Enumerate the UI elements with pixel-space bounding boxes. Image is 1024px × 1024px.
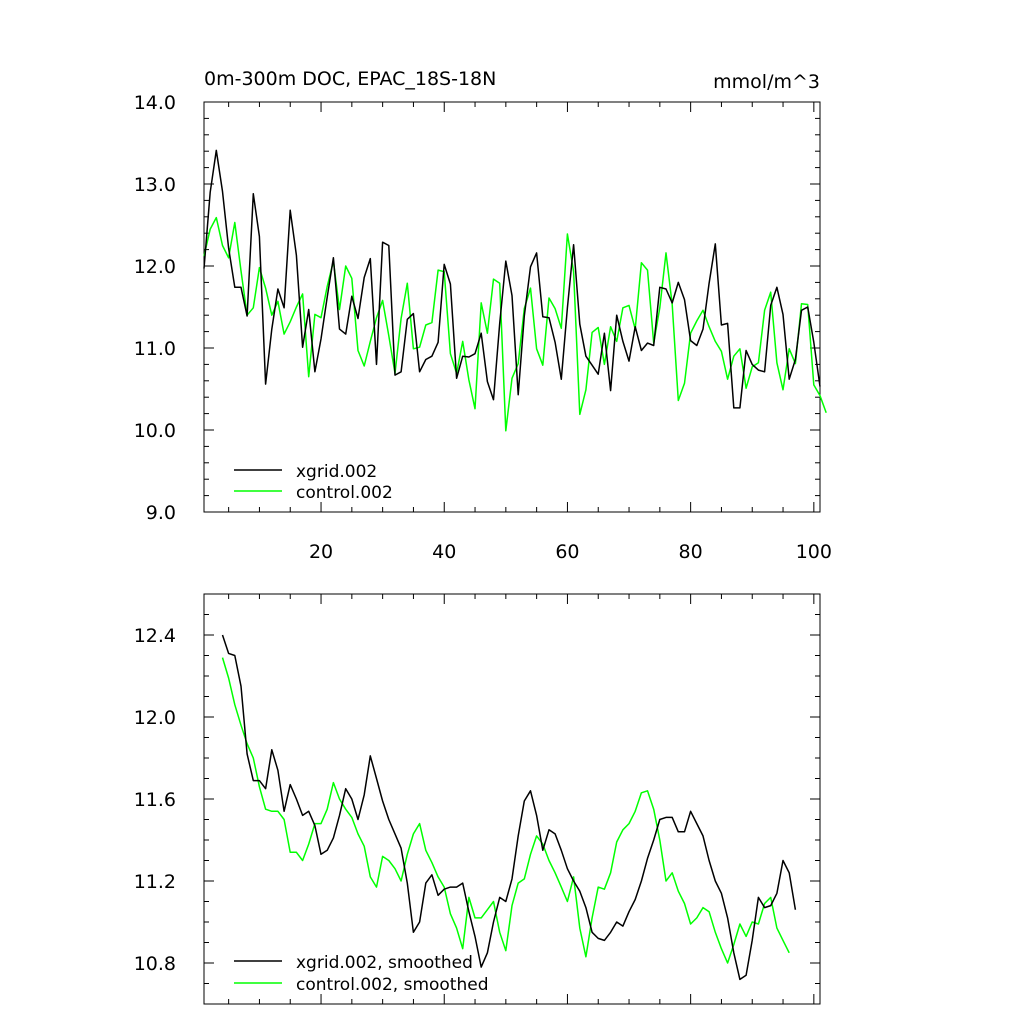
ticks-bottom: 10.8 11.2 11.6 12.0 12.4 bbox=[134, 593, 820, 1005]
y-tick-label: 10.0 bbox=[134, 420, 176, 442]
units-label: mmol/m^3 bbox=[713, 71, 820, 93]
y-tick-label: 12.4 bbox=[134, 625, 176, 647]
y-tick-label: 14.0 bbox=[134, 92, 176, 114]
x-tick-label: 100 bbox=[796, 541, 832, 563]
y-tick-label: 10.8 bbox=[134, 953, 176, 975]
y-tick-label: 11.6 bbox=[134, 789, 176, 811]
series-line-xgrid-002-smoothed bbox=[221, 634, 797, 981]
legend-label-xgrid: xgrid.002 bbox=[296, 462, 377, 482]
legend-label-control: control.002 bbox=[296, 483, 393, 503]
y-tick-label: 12.0 bbox=[134, 707, 176, 729]
y-tick-label: 12.0 bbox=[134, 256, 176, 278]
series-top bbox=[203, 149, 827, 432]
legend-bottom: xgrid.002, smoothed control.002, smoothe… bbox=[234, 953, 489, 995]
series-bottom bbox=[221, 634, 797, 981]
x-tick-label: 20 bbox=[309, 541, 333, 563]
x-tick-label: 60 bbox=[555, 541, 579, 563]
y-tick-label: 13.0 bbox=[134, 174, 176, 196]
series-line-control-002 bbox=[203, 216, 827, 432]
legend-label-xgrid-smoothed: xgrid.002, smoothed bbox=[296, 953, 473, 973]
y-tick-label: 9.0 bbox=[146, 502, 176, 524]
panel-top: 0m-300m DOC, EPAC_18S-18N mmol/m^3 9.0 10… bbox=[134, 68, 832, 563]
x-tick-label: 80 bbox=[679, 541, 703, 563]
series-line-control-002-smoothed bbox=[221, 657, 790, 964]
ticks-top: 9.0 10.0 11.0 12.0 13.0 14.0 20 40 60 80 100 bbox=[134, 92, 832, 563]
panel-bottom: 10.8 11.2 11.6 12.0 12.4 xgrid.002, smoothed… bbox=[134, 593, 821, 1005]
plot-frame-top bbox=[203, 101, 821, 513]
y-tick-label: 11.2 bbox=[134, 871, 176, 893]
legend-label-control-smoothed: control.002, smoothed bbox=[296, 975, 489, 995]
x-tick-label: 40 bbox=[432, 541, 456, 563]
chart-title: 0m-300m DOC, EPAC_18S-18N bbox=[204, 68, 496, 90]
legend-top: xgrid.002 control.002 bbox=[234, 462, 393, 503]
y-tick-label: 11.0 bbox=[134, 338, 176, 360]
series-line-xgrid-002 bbox=[203, 149, 821, 409]
